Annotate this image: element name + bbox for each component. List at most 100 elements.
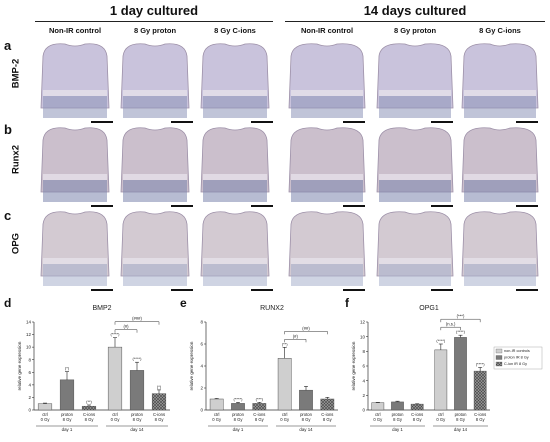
y-tick-label: 2 (362, 393, 365, 398)
bar (473, 370, 487, 411)
cartilage-band (43, 90, 107, 96)
cartilage-band (291, 258, 363, 264)
bar (107, 346, 123, 411)
y-tick-label: 12 (26, 332, 32, 337)
growth-plate-region (123, 180, 187, 202)
bar (209, 398, 224, 411)
bar (299, 389, 313, 411)
x-tick-label: 8 Gy (393, 417, 403, 422)
y-tick-label: 10 (360, 334, 366, 339)
bar (371, 402, 385, 411)
column-label-1: Non-IR control (48, 26, 102, 35)
micrograph-a-2 (113, 38, 197, 126)
y-tick-label: 6 (362, 364, 365, 369)
x-tick-label: C-ions (474, 412, 486, 417)
row-gene-opg: OPG (10, 232, 22, 255)
x-tick-label: 0 Gy (212, 417, 222, 422)
growth-plate-region (291, 264, 363, 286)
growth-plate-region (464, 96, 536, 118)
x-tick-label: 8 Gy (476, 417, 486, 422)
y-axis-label: relative gene expression (17, 341, 22, 390)
growth-plate-region (203, 180, 267, 202)
significance-label: (****) (111, 332, 121, 337)
micrograph-a-4 (285, 38, 369, 126)
x-tick-label: proton (392, 412, 405, 417)
scale-bar (171, 205, 193, 207)
scale-bar (431, 289, 453, 291)
cartilage-band (203, 90, 267, 96)
panel-letter-d: d (4, 296, 12, 310)
y-tick-label: 8 (200, 320, 203, 325)
chart-title: BMP2 (92, 305, 111, 312)
group-underline-day14 (285, 21, 545, 22)
growth-plate-region (464, 264, 536, 286)
significance-label: (*) (157, 384, 162, 389)
bar (252, 403, 267, 411)
significance-label: (****) (133, 356, 143, 361)
significance-label: (**) (86, 399, 92, 404)
micrograph-b-1 (33, 122, 117, 210)
significance-label: (****) (476, 361, 486, 366)
y-tick-label: 0 (200, 408, 203, 413)
x-tick-label: 8 Gy (413, 417, 423, 422)
x-tick-label: proton (131, 412, 144, 417)
cartilage-band (379, 174, 451, 180)
x-tick-label: ctrl (214, 412, 220, 417)
scale-bar (91, 289, 113, 291)
micrograph-c-6 (458, 206, 542, 294)
scale-bar (91, 121, 113, 123)
cartilage-band (379, 258, 451, 264)
panel-letter-f: f (345, 296, 349, 310)
cartilage-band (203, 174, 267, 180)
bracket-label: (#) (123, 324, 129, 329)
cartilage-band (291, 174, 363, 180)
cartilage-band (43, 258, 107, 264)
growth-plate-region (43, 264, 107, 286)
scale-bar (343, 289, 365, 291)
group-label: day 1 (233, 427, 244, 432)
legend-swatch (495, 355, 503, 360)
bar (59, 379, 75, 411)
column-label-4: Non-IR control (300, 26, 354, 35)
micrograph-b-2 (113, 122, 197, 210)
significance-label: (***) (256, 396, 264, 401)
y-tick-label: 0 (28, 408, 31, 413)
legend-box (493, 346, 543, 370)
x-tick-label: C-ions (253, 412, 265, 417)
x-tick-label: ctrl (282, 412, 288, 417)
x-tick-label: proton (300, 412, 313, 417)
x-tick-label: 0 Gy (280, 417, 290, 422)
y-axis-label: relative gene expression (189, 341, 194, 390)
x-tick-label: 0 Gy (111, 417, 121, 422)
comparison-bracket (114, 321, 160, 325)
legend-label: C-ion IR 8 Gy (504, 362, 527, 366)
growth-plate-region (464, 180, 536, 202)
row-letter-c: c (4, 208, 12, 223)
micrograph-c-4 (285, 206, 369, 294)
group-label: day 1 (62, 427, 73, 432)
cartilage-band (464, 174, 536, 180)
bar (37, 403, 53, 411)
row-gene-bmp2: BMP-2 (10, 58, 22, 89)
bar (151, 393, 167, 411)
legend-label: non-IR controls (504, 349, 530, 353)
growth-plate-region (43, 96, 107, 118)
cartilage-band (123, 174, 187, 180)
cartilage-band (464, 90, 536, 96)
comparison-bracket (284, 331, 328, 335)
x-tick-label: ctrl (438, 412, 444, 417)
comparison-bracket (114, 329, 138, 333)
legend-label: proton IR 8 Gy (504, 356, 529, 360)
growth-plate-region (379, 96, 451, 118)
micrograph-b-6 (458, 122, 542, 210)
significance-label: (*) (65, 366, 70, 371)
significance-label: (****) (234, 396, 244, 401)
cartilage-band (43, 174, 107, 180)
x-tick-label: 8 Gy (456, 417, 466, 422)
growth-plate-region (123, 96, 187, 118)
micrograph-b-5 (373, 122, 457, 210)
growth-plate-region (203, 96, 267, 118)
micrograph-a-6 (458, 38, 542, 126)
x-tick-label: 8 Gy (234, 417, 244, 422)
